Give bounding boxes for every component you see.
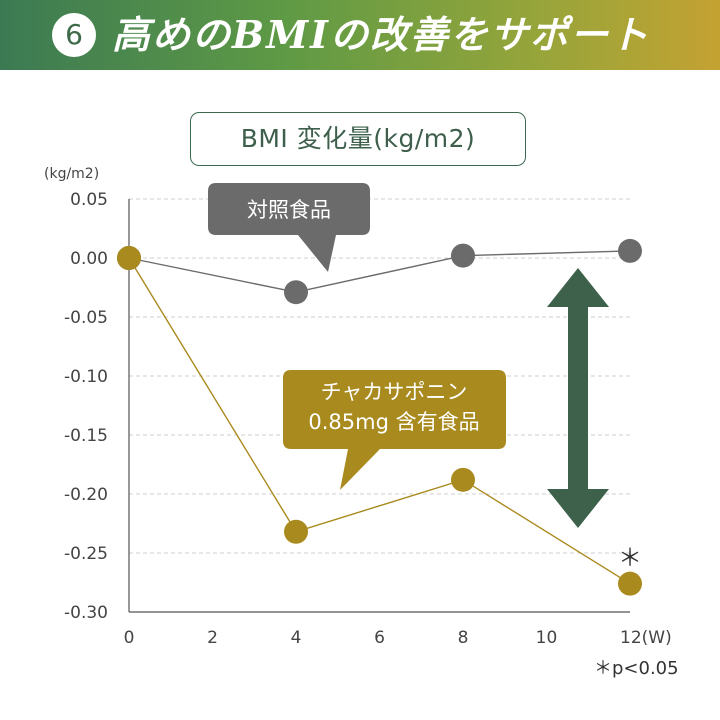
test-series — [117, 246, 642, 596]
test-series-line — [128, 257, 631, 585]
x-tick-label: 8 — [458, 628, 469, 648]
control-series-line — [128, 250, 631, 293]
y-tick-label: -0.20 — [64, 485, 108, 505]
header-banner: 6 高めのBMIの改善をサポート — [0, 0, 720, 70]
section-number-badge: 6 — [52, 13, 96, 57]
y-tick-label: -0.15 — [64, 426, 108, 446]
control-callout-label: 対照食品 — [247, 198, 331, 222]
y-axis-unit-label: (kg/m2) — [44, 166, 100, 182]
control-callout: 対照食品 — [208, 183, 370, 272]
y-tick-label: -0.30 — [64, 603, 108, 623]
test-callout-label: 0.85mg 含有食品 — [308, 410, 479, 434]
x-tick-label: 10 — [536, 628, 558, 648]
control-data-point — [618, 238, 642, 263]
significance-asterisk: ＊ — [618, 544, 642, 572]
x-tick-label: 12(W) — [620, 628, 672, 648]
y-tick-label: 0.05 — [70, 190, 108, 210]
x-tick-label: 0 — [124, 628, 135, 648]
significance-footnote: ＊p<0.05 — [594, 658, 679, 679]
test-data-point — [451, 467, 475, 492]
x-tick-label: 6 — [374, 628, 385, 648]
test-data-point — [284, 519, 308, 544]
test-data-point — [618, 571, 642, 596]
x-tick-label: 2 — [207, 628, 218, 648]
test-callout-bubble — [283, 370, 506, 490]
chart-title: BMI 変化量(kg/m2) — [190, 112, 526, 166]
control-callout-bubble — [208, 183, 370, 272]
control-data-point — [284, 280, 308, 305]
control-data-point — [451, 243, 475, 268]
y-tick-label: 0.00 — [70, 249, 108, 269]
y-tick-label: -0.05 — [64, 308, 108, 328]
y-tick-label: -0.25 — [64, 544, 108, 564]
test-callout: チャカサポニン 0.85mg 含有食品 — [283, 370, 506, 490]
test-callout-label: チャカサポニン — [321, 380, 468, 404]
x-tick-label: 4 — [291, 628, 302, 648]
page-title: 高めのBMIの改善をサポート — [112, 12, 650, 57]
significance-double-arrow — [547, 268, 609, 528]
y-tick-label: -0.10 — [64, 367, 108, 387]
test-data-point — [117, 246, 141, 270]
